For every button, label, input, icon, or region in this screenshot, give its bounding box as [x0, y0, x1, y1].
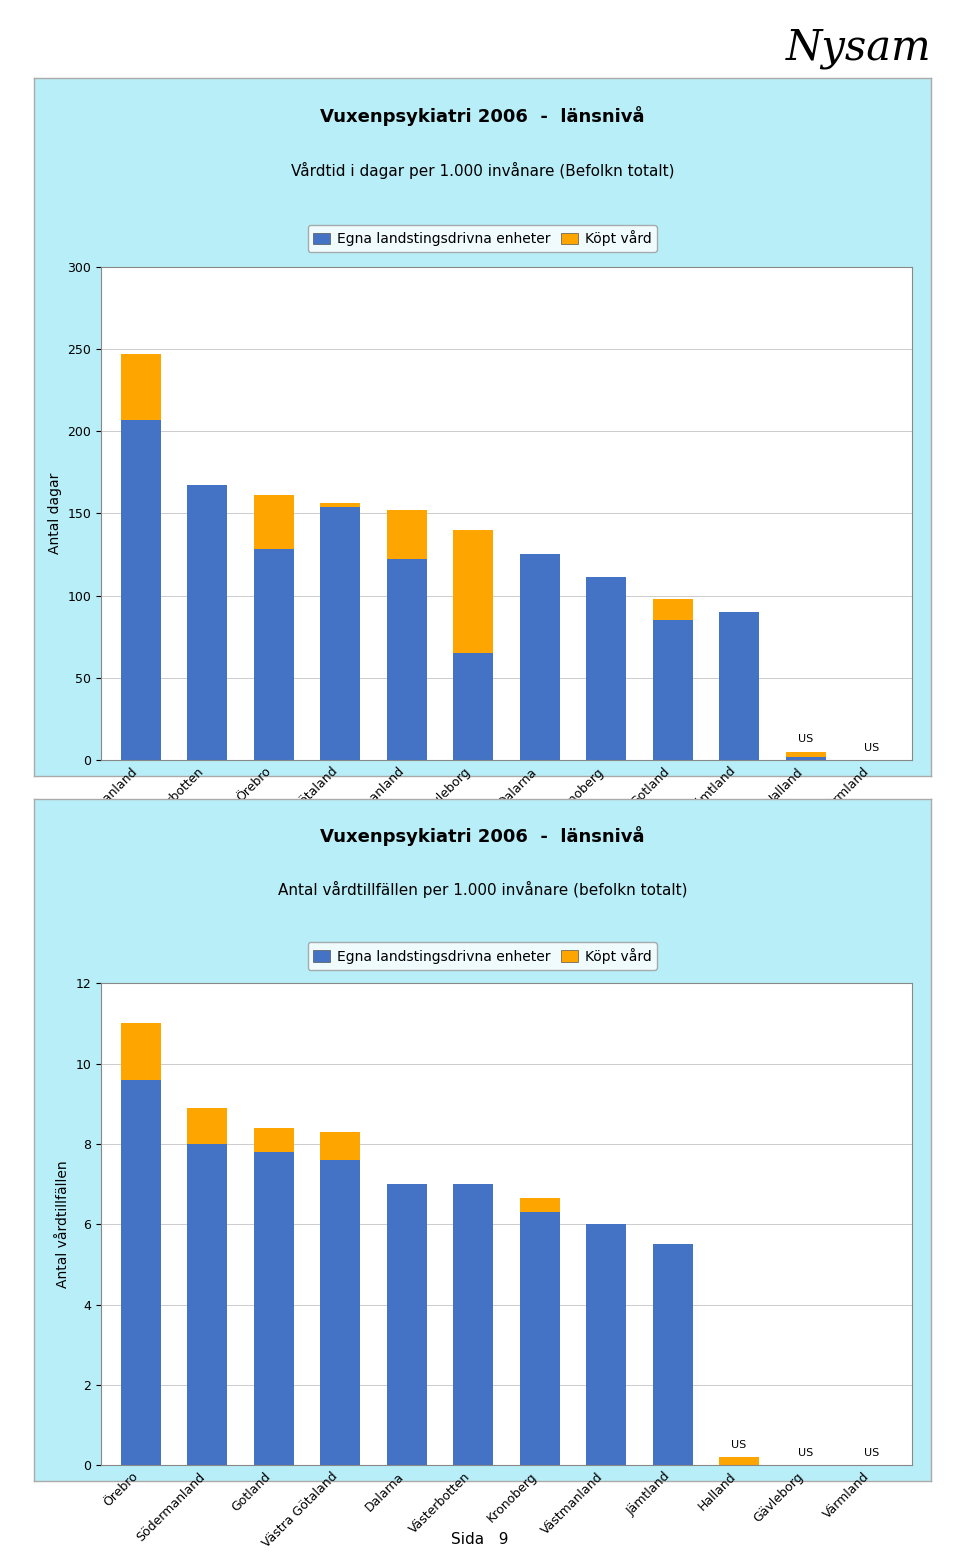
- Bar: [387, 509, 426, 559]
- Bar: [785, 757, 826, 760]
- Text: US: US: [798, 1448, 813, 1457]
- Text: Vårdtid i dagar per 1.000 invånare (Befolkn totalt): Vårdtid i dagar per 1.000 invånare (Befo…: [291, 161, 674, 179]
- Bar: [453, 1185, 493, 1465]
- Bar: [253, 1128, 294, 1152]
- Legend: Egna landstingsdrivna enheter, Köpt vård: Egna landstingsdrivna enheter, Köpt vård: [307, 942, 658, 970]
- Text: US: US: [798, 735, 813, 744]
- Bar: [121, 1080, 160, 1465]
- Bar: [121, 354, 160, 420]
- Bar: [187, 1108, 228, 1144]
- Bar: [519, 555, 560, 760]
- Bar: [321, 506, 360, 760]
- Text: US: US: [732, 1440, 747, 1449]
- Bar: [719, 1457, 759, 1465]
- Bar: [653, 599, 692, 621]
- Bar: [785, 752, 826, 757]
- Bar: [453, 653, 493, 760]
- Bar: [321, 1131, 360, 1160]
- Bar: [653, 1244, 692, 1465]
- Bar: [453, 530, 493, 653]
- Y-axis label: Antal vårdtillfällen: Antal vårdtillfällen: [56, 1161, 70, 1288]
- Text: Vuxenpsykiatri 2006  -  länsnivå: Vuxenpsykiatri 2006 - länsnivå: [320, 826, 645, 846]
- Y-axis label: Antal dagar: Antal dagar: [48, 473, 61, 555]
- Bar: [321, 1160, 360, 1465]
- Text: US: US: [864, 743, 879, 752]
- Bar: [253, 1152, 294, 1465]
- Bar: [653, 621, 692, 760]
- Text: Antal vårdtillfällen per 1.000 invånare (befolkn totalt): Antal vårdtillfällen per 1.000 invånare …: [277, 881, 687, 898]
- Bar: [587, 578, 626, 760]
- Bar: [253, 550, 294, 760]
- Text: Sida   9: Sida 9: [451, 1531, 509, 1547]
- Text: Nysam: Nysam: [785, 27, 931, 69]
- Bar: [121, 420, 160, 760]
- Bar: [587, 1224, 626, 1465]
- Text: Vuxenpsykiatri 2006  -  länsnivå: Vuxenpsykiatri 2006 - länsnivå: [320, 107, 645, 127]
- Bar: [387, 559, 426, 760]
- Bar: [519, 1213, 560, 1465]
- Bar: [121, 1023, 160, 1080]
- Bar: [187, 1144, 228, 1465]
- Bar: [321, 503, 360, 506]
- Bar: [719, 613, 759, 760]
- Legend: Egna landstingsdrivna enheter, Köpt vård: Egna landstingsdrivna enheter, Köpt vård: [307, 224, 658, 252]
- Bar: [387, 1185, 426, 1465]
- Bar: [187, 486, 228, 760]
- Text: US: US: [864, 1448, 879, 1457]
- Bar: [519, 1199, 560, 1213]
- Bar: [253, 495, 294, 550]
